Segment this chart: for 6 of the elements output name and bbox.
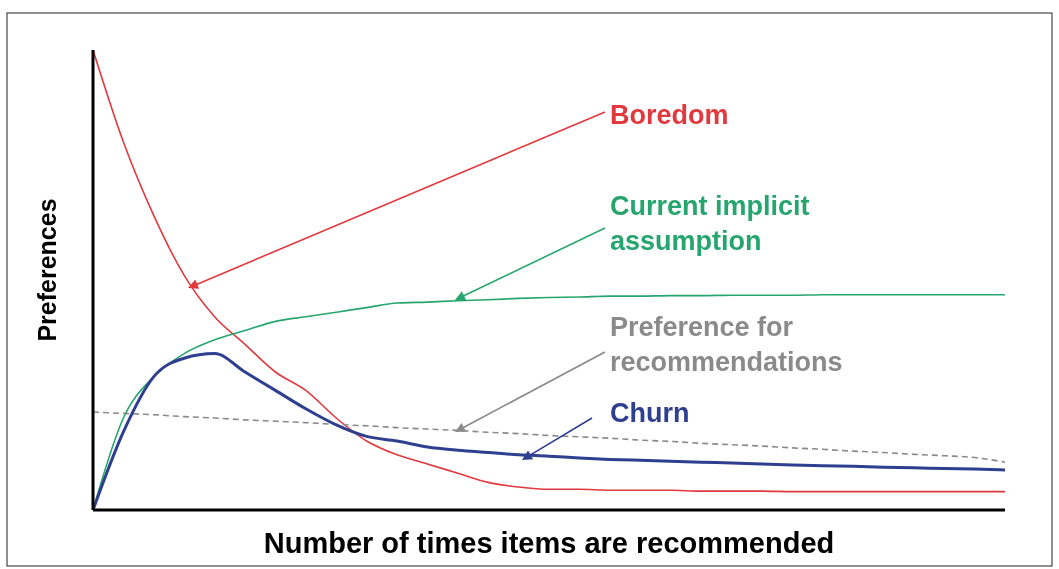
series-label: Current implicit assumption <box>610 191 810 256</box>
y-axis-title: Preferences <box>33 198 61 342</box>
text: Boredom <box>610 100 729 130</box>
series-label: Churn <box>610 398 690 428</box>
x-axis-title: Number of times items are recommended <box>263 527 835 559</box>
text: Preference for recommendations <box>610 312 843 377</box>
